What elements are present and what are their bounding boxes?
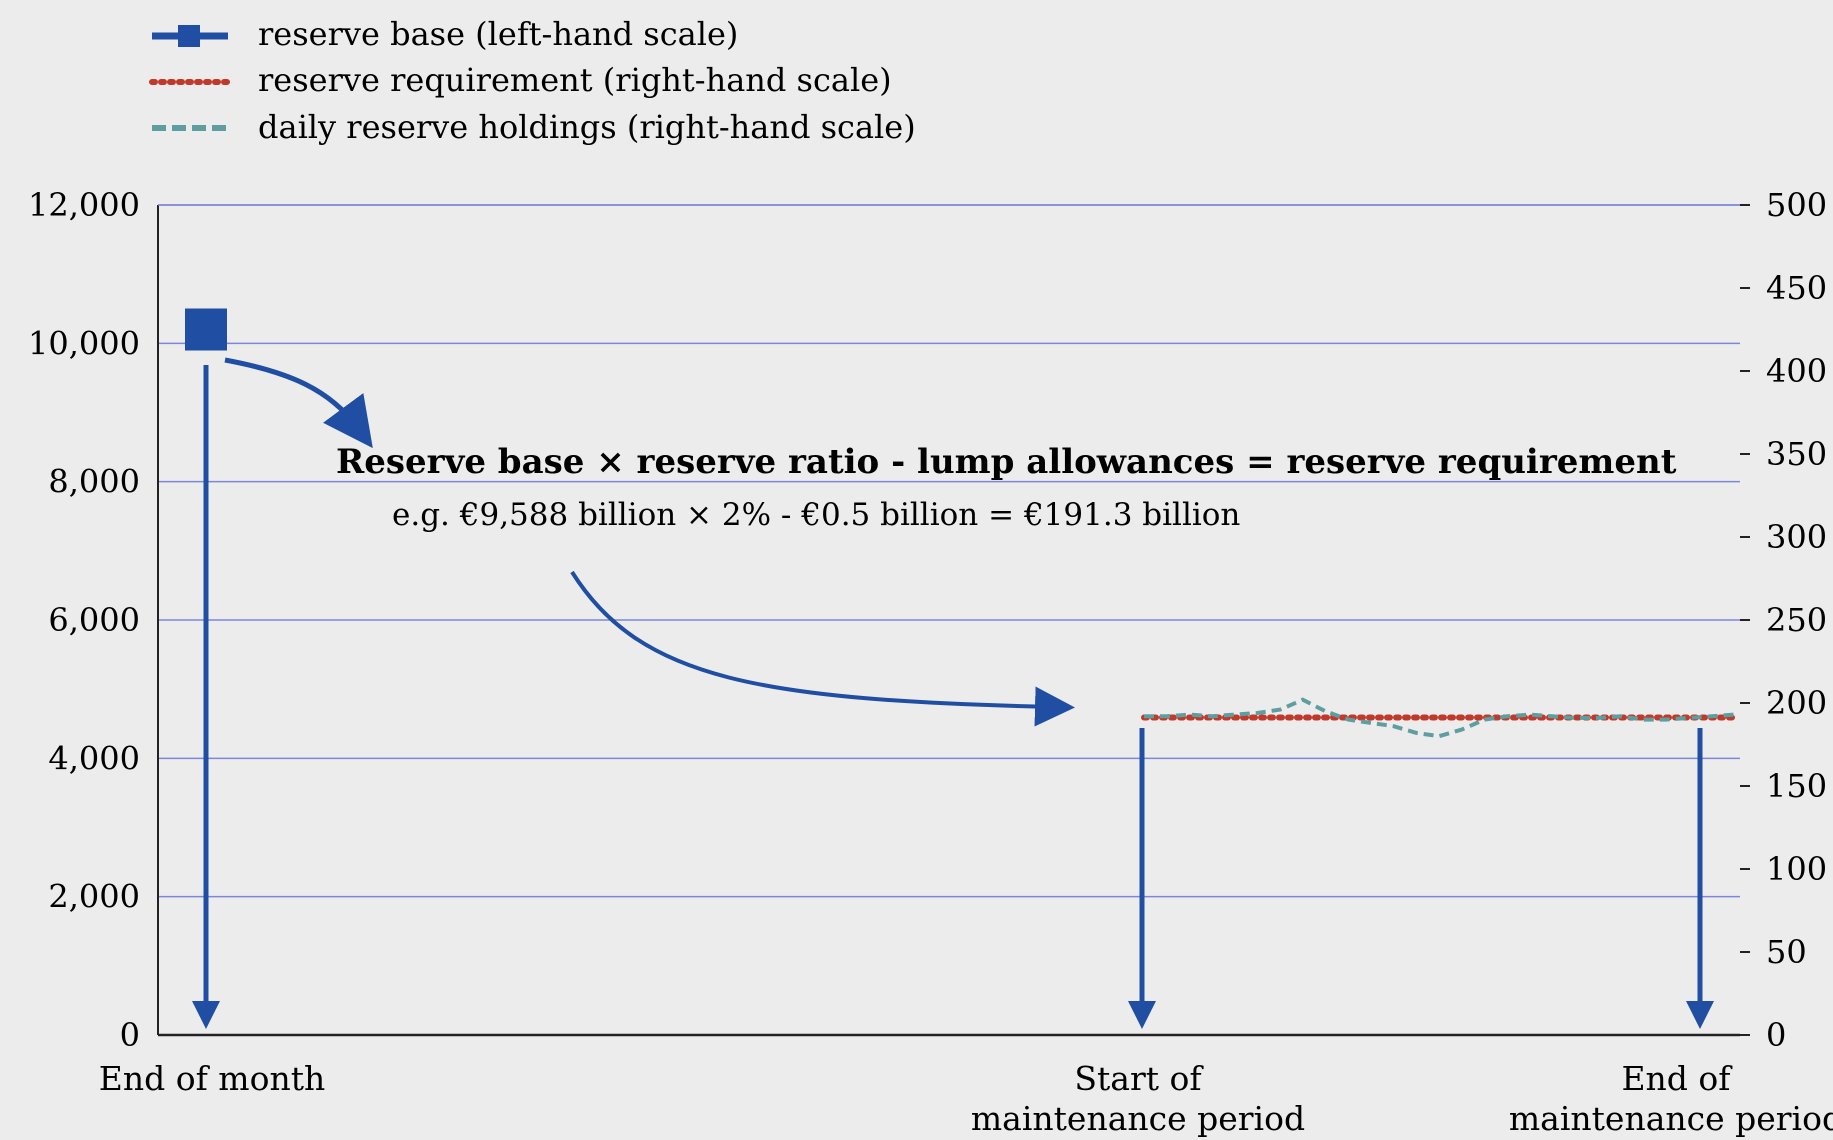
right-tick-label: 100: [1766, 850, 1827, 888]
grid: [158, 204, 1740, 898]
series: [185, 308, 1737, 739]
left-tick-label: 2,000: [48, 878, 140, 916]
annotation-arrows: [224, 357, 1075, 727]
right-tick-label: 450: [1766, 269, 1827, 307]
left-axis-ticks: 12,000 10,000 8,000 6,000 4,000 2,000 0: [28, 186, 140, 1054]
right-tick-label: 200: [1766, 684, 1827, 722]
right-tick-label: 350: [1766, 435, 1827, 473]
right-tick-label: 150: [1766, 767, 1827, 805]
left-tick-label: 8,000: [48, 463, 140, 501]
left-tick-label: 10,000: [28, 324, 140, 362]
annotation-formula: Reserve base × reserve ratio - lump allo…: [336, 442, 1677, 482]
arrow-to-formula: [224, 357, 373, 449]
annotation-example: e.g. €9,588 billion × 2% - €0.5 billion …: [392, 497, 1240, 533]
legend: reserve base (left-hand scale) reserve r…: [149, 15, 916, 146]
time-arrow-head: [1128, 1001, 1156, 1029]
arrow-to-requirement: [570, 570, 1075, 727]
time-arrow-head: [1686, 1001, 1714, 1029]
right-tick-label: 250: [1766, 601, 1827, 639]
reserve-base-point: [185, 308, 227, 351]
daily-reserve-holdings-line: [1144, 697, 1735, 739]
x-label-emp: End of: [1621, 1059, 1733, 1098]
legend-item-reserve-requirement: reserve requirement (right-hand scale): [149, 61, 892, 99]
legend-label-reserve-requirement: reserve requirement (right-hand scale): [258, 61, 892, 99]
right-tick-label: 400: [1766, 352, 1827, 390]
left-tick-label: 4,000: [48, 739, 140, 777]
right-tick-label: 500: [1766, 186, 1827, 224]
axes: [157, 204, 1740, 1037]
x-label-emp: maintenance period: [1509, 1099, 1833, 1138]
legend-marker-reserve-base: [178, 25, 200, 47]
legend-item-reserve-base: reserve base (left-hand scale): [152, 15, 738, 53]
legend-item-daily-reserve-holdings: daily reserve holdings (right-hand scale…: [152, 108, 916, 146]
time-arrows: [192, 365, 1714, 1029]
x-label-som: maintenance period: [971, 1099, 1305, 1138]
legend-label-daily-reserve-holdings: daily reserve holdings (right-hand scale…: [258, 108, 916, 146]
x-label-som: Start of: [1074, 1059, 1204, 1098]
right-tick-label: 300: [1766, 518, 1827, 556]
left-tick-label: 12,000: [28, 186, 140, 224]
left-tick-label: 0: [120, 1016, 140, 1054]
x-label-eom: End of month: [99, 1059, 325, 1098]
time-arrow-head: [192, 1001, 220, 1029]
right-tick-label: 0: [1766, 1016, 1786, 1054]
left-tick-label: 6,000: [48, 601, 140, 639]
right-tick-label: 50: [1766, 933, 1807, 971]
legend-label-reserve-base: reserve base (left-hand scale): [258, 15, 738, 53]
